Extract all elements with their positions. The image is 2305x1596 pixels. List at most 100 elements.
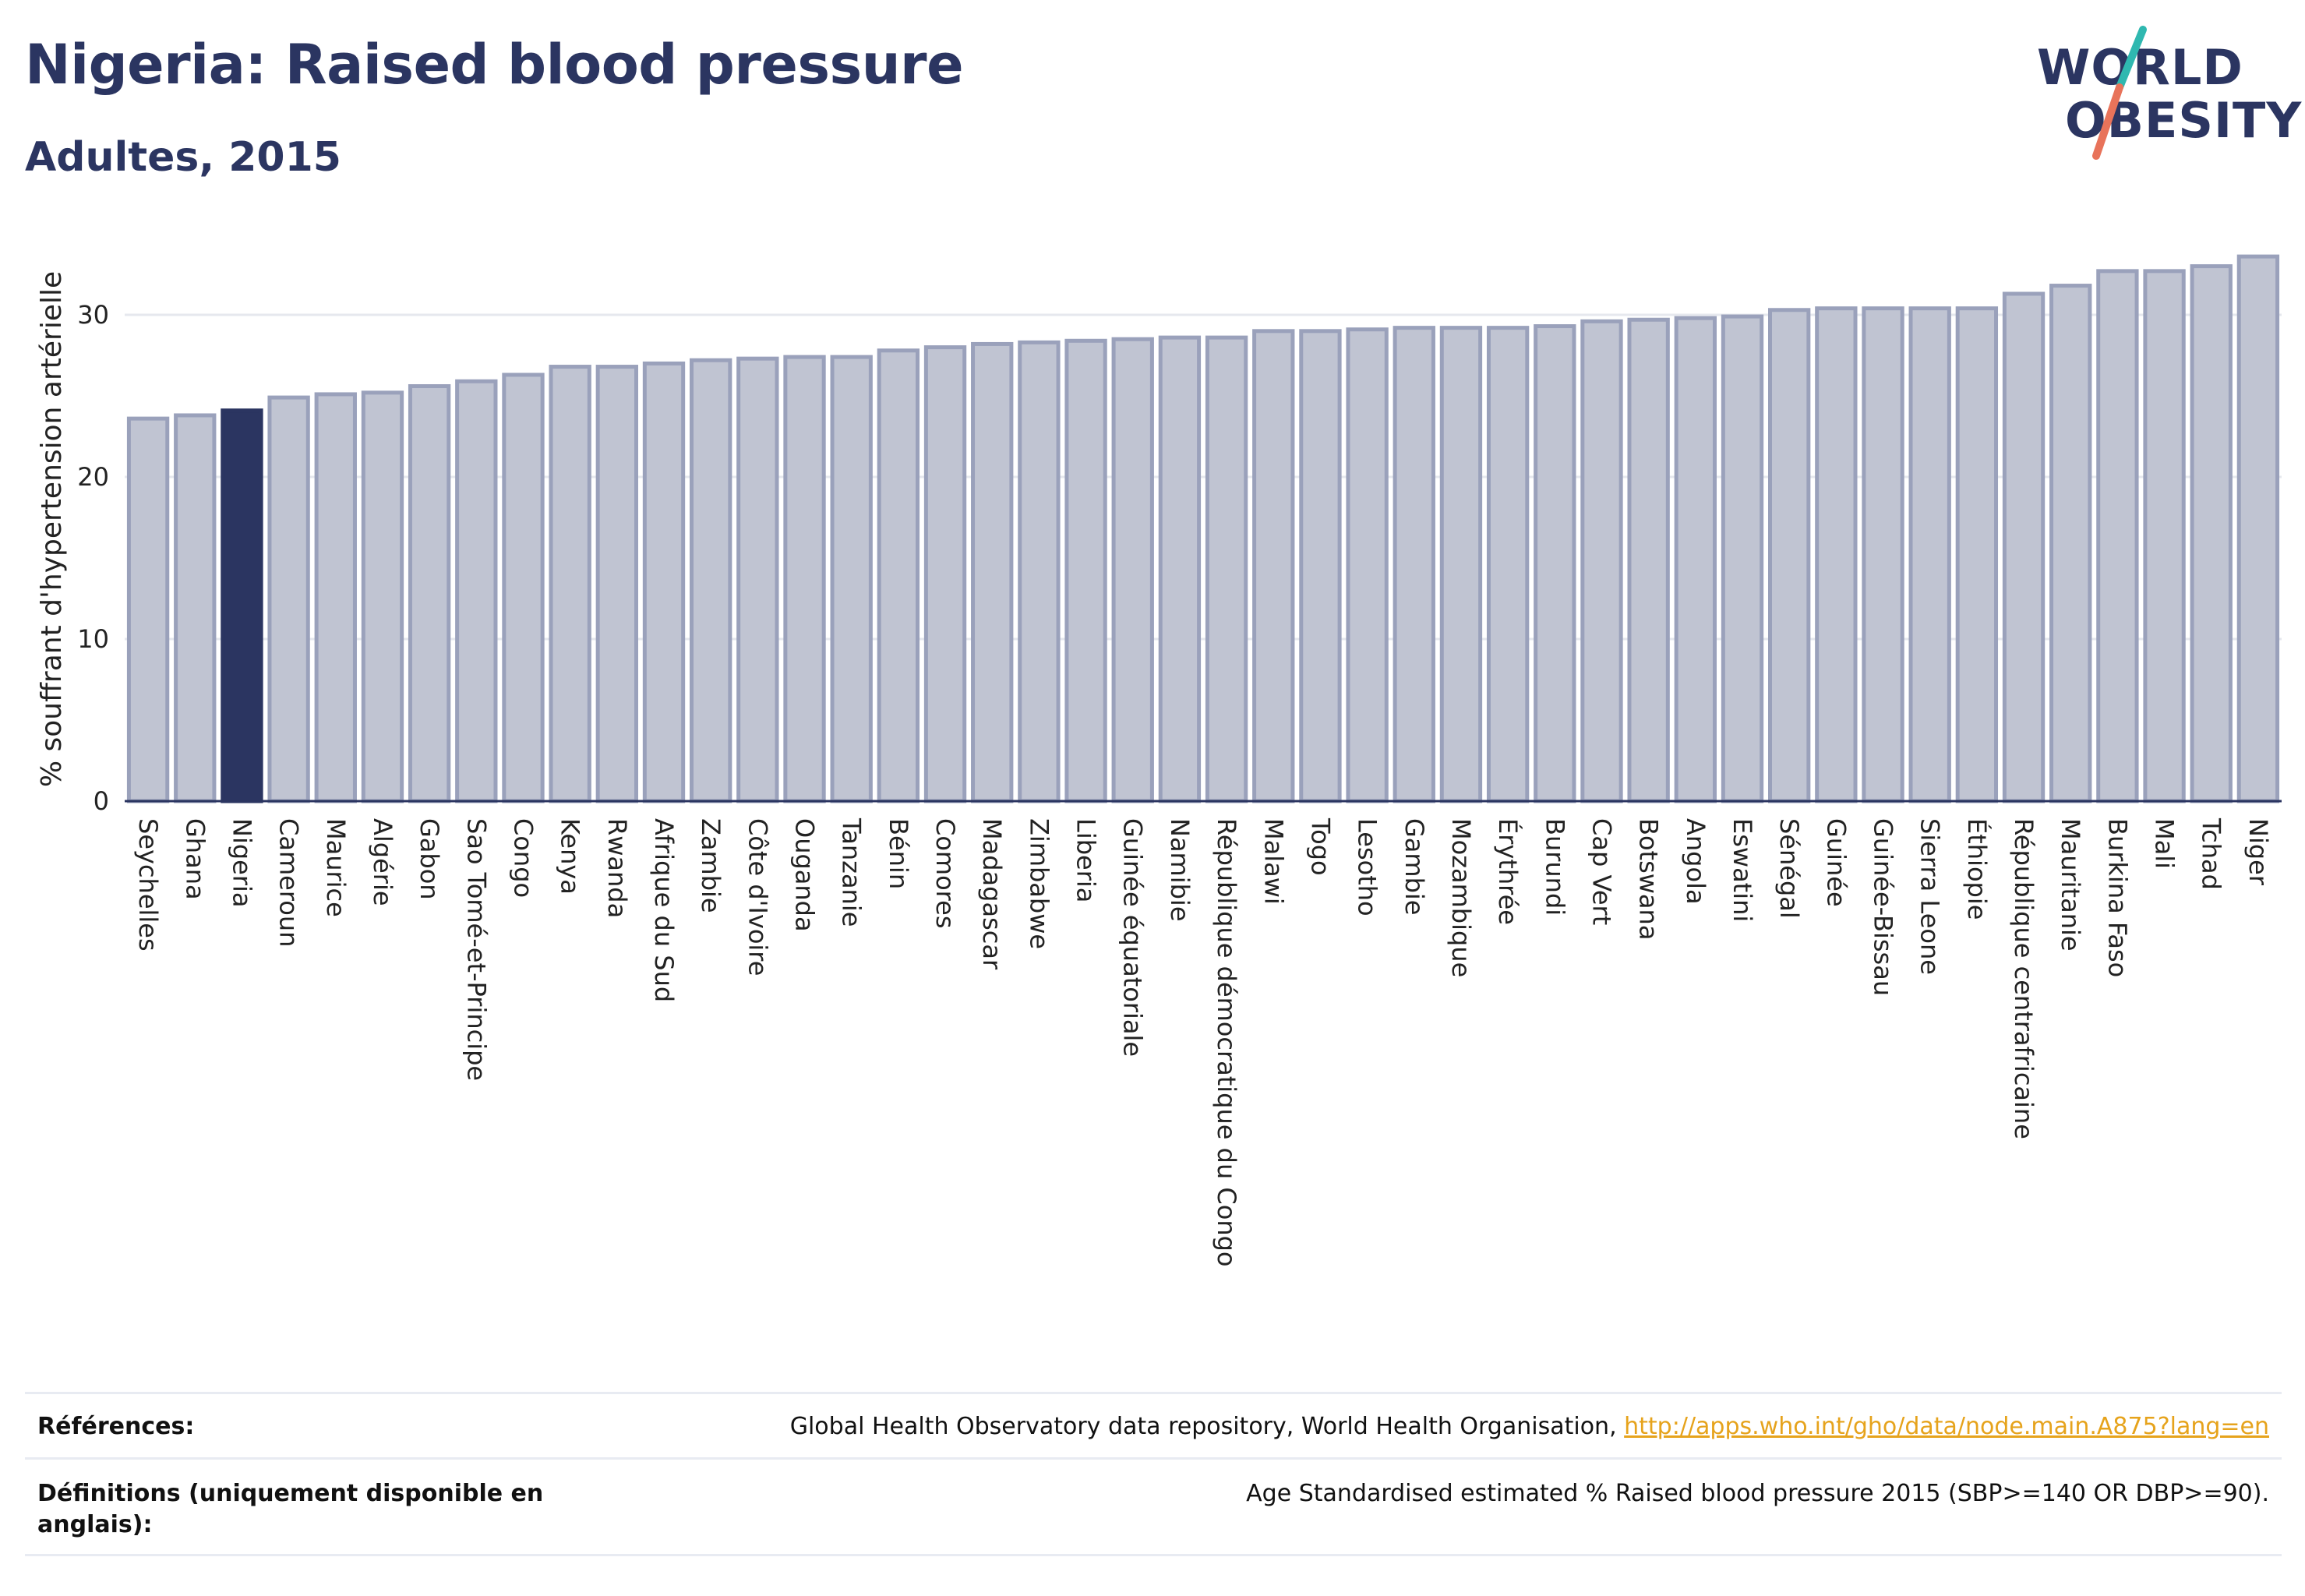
x-tick-label: Gambie <box>1400 818 1429 915</box>
bar <box>1721 314 1764 803</box>
bar <box>455 379 498 803</box>
bar <box>1674 316 1717 803</box>
bar <box>1534 324 1576 803</box>
x-tick-label: Rwanda <box>602 818 632 918</box>
x-tick-label: Ouganda <box>790 818 820 932</box>
bar <box>1815 306 1858 803</box>
references-text: Global Health Observatory data repositor… <box>789 1413 1625 1440</box>
x-tick-label: Sao Tomé-et-Principe <box>461 818 491 1081</box>
x-tick-label: Algérie <box>368 818 397 906</box>
bar <box>221 408 263 803</box>
x-tick-label: Lesotho <box>1353 818 1382 916</box>
bar <box>1580 319 1623 803</box>
references-value: Global Health Observatory data repositor… <box>790 1411 2269 1442</box>
x-tick-label: Mauritanie <box>2056 818 2085 952</box>
x-tick-label: Gabon <box>415 818 444 900</box>
y-tick-label: 30 <box>77 300 109 330</box>
bar <box>1955 306 1999 803</box>
bar <box>1299 329 1342 803</box>
bar <box>971 341 1014 803</box>
bar <box>174 413 217 803</box>
footer-bottom-rule <box>25 1554 2282 1558</box>
bar <box>2049 284 2092 803</box>
bar <box>2002 291 2046 803</box>
definitions-value: Age Standardised estimated % Raised bloo… <box>1246 1480 2269 1507</box>
x-tick-label: Tchad <box>2197 817 2226 890</box>
x-tick-label: Madagascar <box>977 818 1007 970</box>
logo-slash-icon <box>2092 26 2147 160</box>
x-tick-label: Namibie <box>1165 818 1195 922</box>
references-link[interactable]: http://apps.who.int/gho/data/node.main.A… <box>1624 1413 2269 1440</box>
references-row: Références: Global Health Observatory da… <box>25 1392 2282 1458</box>
x-tick-label: Botswana <box>1634 818 1664 940</box>
x-tick-label: Zimbabwe <box>1024 818 1054 949</box>
bar <box>690 358 732 803</box>
x-tick-label: Burkina Faso <box>2102 818 2132 977</box>
bar <box>1346 327 1389 803</box>
x-tick-label: Érythrée <box>1493 818 1523 925</box>
x-tick-label: Sierra Leone <box>1915 818 1945 975</box>
y-tick-label: 10 <box>77 624 109 654</box>
x-tick-label: Guinée-Bissau <box>1869 818 1898 996</box>
bar <box>2190 264 2233 803</box>
x-tick-label: Éthiopie <box>1962 818 1992 920</box>
bar <box>877 348 920 803</box>
world-obesity-logo: WORLD OBESITY <box>2034 23 2301 164</box>
x-tick-label: Burundi <box>1540 818 1569 916</box>
bar <box>1486 326 1530 803</box>
bar <box>314 392 357 803</box>
x-tick-label: Maurice <box>321 818 351 917</box>
definitions-label: Définitions (uniquement disponible en an… <box>37 1480 544 1538</box>
x-tick-label: Mozambique <box>1446 818 1476 977</box>
x-tick-label: Côte d'Ivoire <box>743 818 772 976</box>
bar <box>1862 306 1904 803</box>
x-tick-label: Guinée <box>1821 818 1851 907</box>
bar <box>408 384 451 803</box>
bar <box>126 416 170 803</box>
x-tick-label: Zambie <box>696 818 725 913</box>
x-tick-label: Congo <box>508 818 538 898</box>
bar <box>1768 308 1811 803</box>
x-tick-label: Tanzanie <box>837 817 867 927</box>
y-tick-label: 0 <box>94 786 109 816</box>
x-tick-label: Nigeria <box>227 818 256 907</box>
x-tick-label: Sénégal <box>1774 818 1804 919</box>
bar <box>1158 335 1202 803</box>
bar <box>1627 317 1670 803</box>
bar <box>830 355 873 803</box>
definitions-row: Définitions (uniquement disponible en an… <box>25 1457 2282 1556</box>
bar <box>1393 326 1435 803</box>
x-tick-label: Malawi <box>1258 818 1288 905</box>
bar <box>1064 338 1107 803</box>
bar <box>1252 329 1295 803</box>
bar <box>1439 326 1483 803</box>
bar <box>2096 269 2139 803</box>
bar <box>642 361 686 803</box>
bar <box>267 395 310 803</box>
x-tick-label: Niger <box>2243 818 2273 886</box>
y-tick-label: 20 <box>77 462 109 492</box>
y-axis-label: % souffrant d'hypertension artérielle <box>36 271 68 787</box>
bar <box>923 345 967 803</box>
x-tick-label: Ghana <box>180 818 210 900</box>
x-tick-label: Afrique du Sud <box>649 818 679 1002</box>
bar-chart: 0 10 20 30 % souffrant d'hypertension artéri… <box>36 254 2282 1266</box>
bar <box>2236 254 2280 803</box>
bar <box>1018 340 1061 803</box>
x-tick-label: Cap Vert <box>1587 818 1616 925</box>
bar <box>595 365 638 803</box>
x-tick-label: Guinée équatoriale <box>1118 818 1148 1057</box>
x-tick-label: Togo <box>1305 817 1335 876</box>
bar <box>1205 335 1248 803</box>
x-tick-label: Liberia <box>1071 818 1101 902</box>
x-tick-label: République démocratique du Congo <box>1212 818 1241 1266</box>
references-label: Références: <box>37 1413 195 1440</box>
page-subtitle: Adultes, 2015 <box>25 134 341 181</box>
x-tick-label: République centrafricaine <box>2009 818 2038 1139</box>
x-tick-label: Angola <box>1681 818 1710 905</box>
logo-line-1: WORLD <box>2037 39 2243 96</box>
bar <box>1908 306 1951 803</box>
bar <box>549 365 591 803</box>
x-tick-label: Bénin <box>884 818 913 889</box>
bar <box>2143 269 2186 803</box>
